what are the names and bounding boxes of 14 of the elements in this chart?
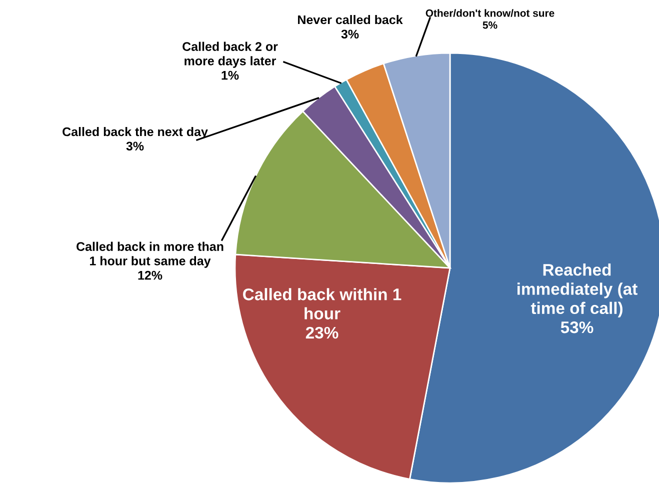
data-label: 3% — [126, 142, 144, 151]
slice-label: Called back within 1 hour — [243, 288, 402, 320]
data-label: 3% — [341, 30, 359, 39]
data-label: 53% — [560, 321, 594, 334]
data-label: 23% — [306, 326, 338, 339]
data-label: 12% — [138, 270, 162, 280]
data-label: 5% — [482, 21, 498, 29]
slice-label: Called back the next day — [62, 126, 208, 139]
slice-label: Called back in more than 1 hour but same day — [76, 242, 224, 268]
slice-label: Reached immediately (at time of call) — [518, 263, 638, 318]
data-label: 1% — [222, 70, 239, 80]
slice-label: Never called back — [298, 14, 403, 24]
slice-label: Other/don't know/not sure — [426, 9, 554, 17]
slice-label: Called back 2 or more days later — [182, 42, 278, 68]
